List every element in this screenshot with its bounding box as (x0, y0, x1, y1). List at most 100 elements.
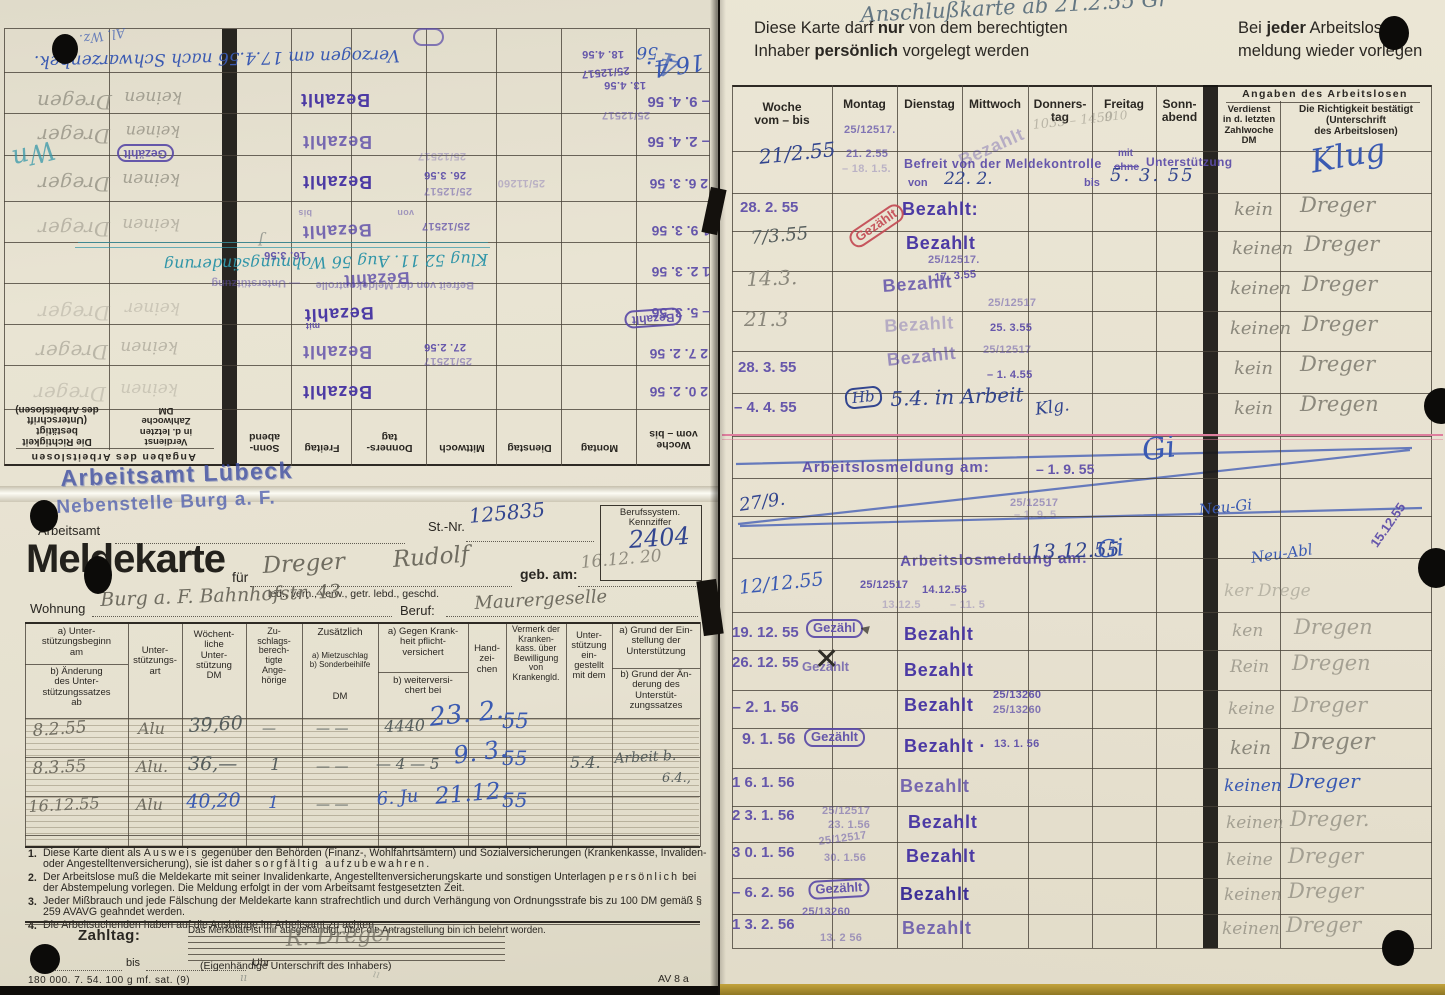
header-day: Montag (580, 442, 619, 454)
handwritten-note: 6.4., (662, 771, 691, 786)
table-row: 7/3.55 Gezählt Bezahlt 25/12517. keinen Drege… (732, 200, 1432, 271)
claimant-signature: Dreger (1304, 232, 1380, 256)
table-row: 19. 12. 55 Gezähl ◀ Bezahlt ken Dregen (732, 612, 1432, 650)
form-column-line (700, 622, 702, 847)
verdienst-entry: Rein (1230, 657, 1270, 677)
header-day: Donners- tag (366, 430, 413, 454)
notice-left-line1-segment: nur (877, 19, 905, 37)
form-column-line (302, 622, 304, 847)
column-line (1280, 101, 1282, 948)
table-row: – 4. 4. 55 Hb 5.4. in Arbeit Klg. kein Dregen (732, 382, 1432, 436)
verdienst-entry: keinen (122, 169, 180, 189)
label-bis: bis (126, 957, 141, 969)
footnote-number: 2. (28, 871, 37, 884)
stamp-empty-box (413, 28, 444, 46)
pen-mark: ◀ (859, 622, 871, 636)
handwritten-note: — — (316, 797, 349, 813)
verdienst-entry: keine (1226, 850, 1273, 870)
footnote-text: Der Arbeitslose muß die Meldekarte mit s… (43, 871, 710, 895)
week-date: – 4. 4. 55 (734, 399, 797, 416)
stamp-text: von (908, 177, 928, 189)
header-verdienst: Verdienst in d. letzten Zahlwoche DM (1222, 104, 1276, 146)
print-form-number: AV 8 a (658, 973, 689, 985)
row-line (732, 478, 1432, 479)
claimant-signature: Dregen (37, 90, 112, 114)
dotted-line (578, 586, 698, 587)
stamp-arbeitslosmeldung: Arbeitslosmeldung am: (802, 459, 990, 476)
row-line (732, 842, 1432, 843)
notice-left-line2-segment: Inhaber (754, 42, 815, 60)
verdienst-entry: keine (1228, 699, 1275, 719)
handwritten-note: 56 (636, 42, 658, 62)
table-row: 26. 12. 55 Gezählt ✕ Bezahlt Rein Dregen (732, 643, 1432, 690)
table-row: – 9. 4. 56 Bezahlt 13. 4.56 25/12517 keinen D… (4, 73, 710, 121)
footnote-text-segment: Jeder Mißbrauch und jede Fälschung der M… (43, 894, 702, 919)
stamp-text: – 1. 9. 5 (1014, 509, 1057, 521)
header-day: Dienstag (507, 442, 552, 454)
header-day: Freitag (1103, 97, 1144, 111)
teal-note: Klug 52 11. Aug 56 Wohnungsänderung (163, 250, 489, 275)
table-row: 3 0. 1. 56 25/12517 30. 1.56 Bezahlt keine Dr… (732, 829, 1432, 878)
stamp-text: — Unterstützung (211, 277, 300, 289)
print-code: 180 000. 7. 54. 100 g mf. sat. (9) (28, 975, 191, 986)
week-date: 9. 1. 56 (742, 731, 796, 748)
flipped-weekly-table: Woche vom – bis Montag Dienstag Mittwoch Don… (0, 0, 718, 488)
header-day: Mittwoch (439, 442, 485, 454)
table-row: – 2. 1. 56 Bezahlt 25/13260 25/13260 keine Dr… (732, 689, 1432, 728)
form-column-line (506, 622, 508, 847)
stamp-text: mit (1118, 148, 1133, 159)
form-subdivider (25, 664, 128, 665)
table-row: 27/9. 25/12517– 1. 9. 5 Neu-Gi (732, 478, 1432, 521)
verdienst-entry: keinen (125, 122, 180, 141)
kennziffer-box (600, 505, 702, 581)
footnote-item: 1. Diese Karte dient als Ausweis gegenübe… (28, 847, 710, 871)
stamp-text: 25/12517 (988, 297, 1037, 309)
underlying-card-edge (720, 984, 1445, 995)
footnote-number: 1. (28, 848, 37, 860)
stamp-bezahlt: Bezahlt (906, 233, 976, 253)
header-day: Sonn- abend (249, 430, 280, 454)
claimant-signature: Dreger (38, 172, 110, 196)
print-text: a) Gegen Krank- heit pflicht- versichert (387, 626, 459, 658)
table-row: 12/12.55 25/12517 14.12.55 13.12.5 – 11. 5 ke… (732, 558, 1432, 612)
meldung-date: – 1. 9. 55 (1036, 461, 1095, 477)
form-column-line (468, 622, 470, 847)
stamp-text: 25/12517 (983, 344, 1032, 356)
header-day: Mittwoch (969, 97, 1021, 111)
stamp-bezahlt: Bezahlt (300, 90, 370, 110)
official-initials: Klg. (1033, 395, 1071, 420)
row-line (732, 516, 1432, 517)
form-column-line (128, 622, 130, 847)
handwritten-box-note: Hb (844, 385, 883, 411)
angaben-underline (1226, 102, 1420, 103)
dotted-line (115, 543, 405, 544)
surname-value: Dreger (261, 548, 346, 579)
punch-hole (1379, 16, 1409, 50)
handwritten-note: Neu-Gi (1197, 495, 1253, 519)
handwritten-note: 1 (268, 793, 279, 813)
stamp-bezahlt: Bezahlt (302, 382, 372, 402)
table-row: Arbeitslosmeldung am: 13.12.55 Gi Neu-Abl 15… (732, 500, 1432, 570)
footnote-text-segment: . (426, 858, 430, 871)
punch-hole (1382, 930, 1414, 966)
row-line (732, 650, 1432, 651)
notice-left-line1-segment: von dem berechtigten (904, 19, 1068, 37)
claimant-signature: Dregen (1300, 392, 1379, 416)
stamp-text: 25/12517 (421, 220, 470, 232)
handwritten-note: 55 (502, 746, 528, 770)
handwritten-note: 8.3.55 (31, 756, 87, 779)
row-line (732, 806, 1432, 807)
footnote-text-segment: sorgfältig aufzubewahren (255, 858, 427, 871)
row-line (732, 193, 1432, 194)
table-row: 28. 3. 55 Bezahlt 25/12517– 1. 4.55 kein Dre… (732, 343, 1432, 393)
header-woche: Woche vom – bis (649, 427, 698, 451)
handwritten-note: Arbeit b. (613, 747, 677, 767)
label-uhr: Uhr (252, 957, 270, 969)
table-row: 21/2.55 21. 2.55 – 18. 1.5. Befreit von der… (732, 124, 1432, 193)
notice-right-line2: meldung wieder vorlegen (1238, 42, 1422, 61)
notice-left-line1: Diese Karte darf nur von dem berechtigte… (754, 19, 1068, 38)
notice-left-line1-segment: Diese Karte darf (754, 19, 878, 37)
claimant-signature: Dreger (1300, 352, 1376, 376)
form-title: Meldekarte (26, 537, 226, 581)
week-date: 7/3.55 (749, 222, 810, 249)
